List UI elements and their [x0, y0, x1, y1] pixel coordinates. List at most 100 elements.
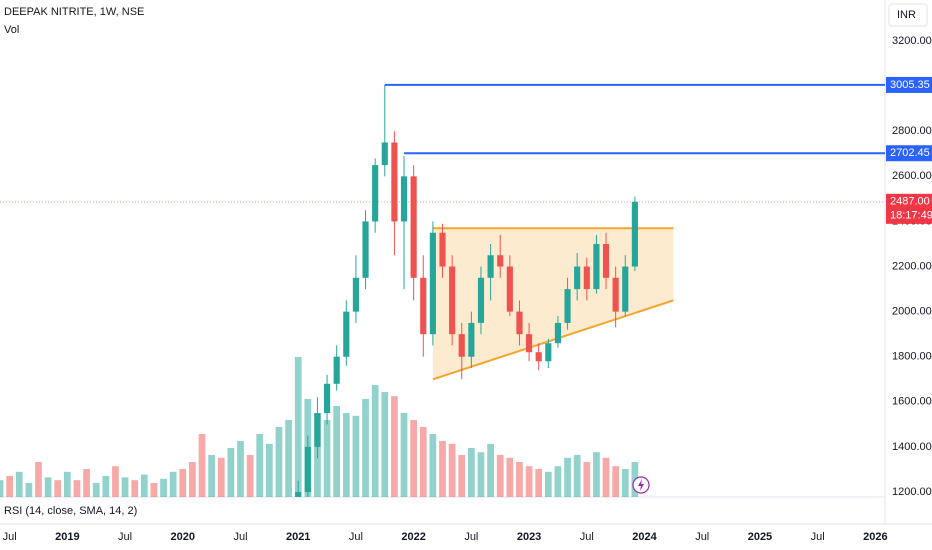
volume-bar — [535, 469, 543, 497]
level-label-box — [886, 76, 932, 93]
volume-bar — [189, 462, 196, 497]
volume-bar — [467, 448, 475, 497]
volume-bar — [35, 462, 42, 497]
candle-body — [631, 201, 638, 267]
y-tick-label: 1800.00 — [892, 351, 932, 363]
candle-body — [477, 277, 485, 323]
x-tick-label: 2026 — [863, 531, 887, 543]
volume-bar — [102, 476, 110, 497]
y-tick-label: 3200.00 — [892, 35, 932, 47]
level-label-box — [886, 145, 932, 162]
candle-body — [410, 176, 417, 278]
x-tick-label: 2019 — [55, 531, 79, 543]
candle-body — [612, 277, 619, 312]
y-tick-label: 2800.00 — [892, 125, 932, 137]
volume-bar — [496, 455, 504, 497]
candle-body — [449, 266, 456, 335]
candle-body — [506, 266, 513, 312]
candle-body — [343, 311, 350, 357]
volume-bar — [333, 406, 341, 497]
volume-bar — [112, 466, 119, 497]
volume-bar — [15, 471, 23, 497]
last-price-label: 2487.00 — [890, 196, 930, 208]
x-tick-label: 2021 — [286, 531, 310, 543]
volume-bar — [160, 478, 167, 497]
y-tick-label: 2000.00 — [892, 306, 932, 318]
candle-body — [554, 322, 562, 344]
candle-body — [295, 492, 302, 497]
volume-bar — [83, 469, 90, 497]
y-tick-label: 1400.00 — [892, 441, 932, 453]
x-tick-label: 2022 — [401, 531, 425, 543]
volume-bar — [352, 415, 360, 497]
candle-body — [400, 176, 408, 222]
volume-bar — [198, 434, 206, 497]
y-tick-label: 2600.00 — [892, 170, 932, 182]
x-tick-label: 2020 — [171, 531, 195, 543]
volume-bar — [6, 476, 13, 497]
volume-bar — [63, 471, 71, 497]
candle-body — [362, 221, 369, 278]
volume-bar — [208, 455, 215, 497]
x-tick-label: 2025 — [748, 531, 772, 543]
volume-bar — [179, 469, 187, 497]
volume-bar — [593, 452, 600, 497]
currency[interactable]: INR — [897, 9, 916, 21]
volume-bar — [448, 443, 456, 497]
volume-bar — [525, 466, 533, 497]
volume-bar — [323, 420, 331, 497]
volume-bar — [265, 443, 273, 497]
volume-bar — [564, 457, 571, 497]
volume-bar — [121, 477, 129, 497]
volume-bar — [285, 420, 292, 497]
candle-body — [564, 289, 571, 323]
candle-body — [420, 277, 427, 335]
x-tick-label: Jul — [464, 531, 478, 543]
volume-bar — [342, 413, 350, 497]
candle-body — [487, 255, 494, 278]
volume-bar — [275, 427, 283, 497]
x-tick-label: 2023 — [517, 531, 541, 543]
volume-bar — [0, 480, 4, 497]
volume-bar — [169, 471, 177, 497]
volume-bar — [131, 480, 139, 497]
x-tick-label: Jul — [349, 531, 363, 543]
x-tick-label: Jul — [3, 531, 17, 543]
lightning-glyph — [638, 479, 644, 491]
currency-button[interactable] — [888, 3, 928, 27]
volume-bar — [554, 466, 562, 497]
candle-body — [525, 334, 533, 353]
candle-body — [323, 383, 331, 414]
candle-body — [372, 165, 379, 222]
candle-body — [333, 356, 340, 384]
volume-bar — [573, 455, 581, 497]
volume-bar — [621, 469, 629, 497]
x-tick-label: Jul — [695, 531, 709, 543]
volume-bar — [381, 392, 389, 497]
volume-bar — [602, 457, 610, 497]
chart-title: DEEPAK NITRITE, 1W, NSE — [4, 6, 144, 18]
candle-body — [622, 266, 629, 312]
volume-bar — [150, 483, 158, 497]
volume-bar — [362, 399, 369, 497]
level-label: 3005.35 — [890, 79, 930, 91]
support-line — [432, 299, 674, 381]
volume-bar — [294, 357, 302, 497]
volume-bar — [227, 448, 235, 497]
volume-bar — [92, 483, 100, 497]
x-tick-label: Jul — [580, 531, 594, 543]
volume-bar — [391, 396, 398, 497]
volume-bar — [612, 466, 620, 497]
volume-bar — [516, 462, 523, 497]
volume-bar — [25, 483, 33, 497]
volume-bar — [477, 452, 485, 497]
x-tick-label: Jul — [233, 531, 247, 543]
x-tick-label: Jul — [811, 531, 825, 543]
volume-bar — [419, 427, 427, 497]
x-tick-label: Jul — [118, 531, 132, 543]
volume-bar — [54, 480, 62, 497]
candle-body — [574, 266, 581, 290]
volume-bar — [73, 480, 81, 497]
volume-label: Vol — [4, 24, 19, 36]
